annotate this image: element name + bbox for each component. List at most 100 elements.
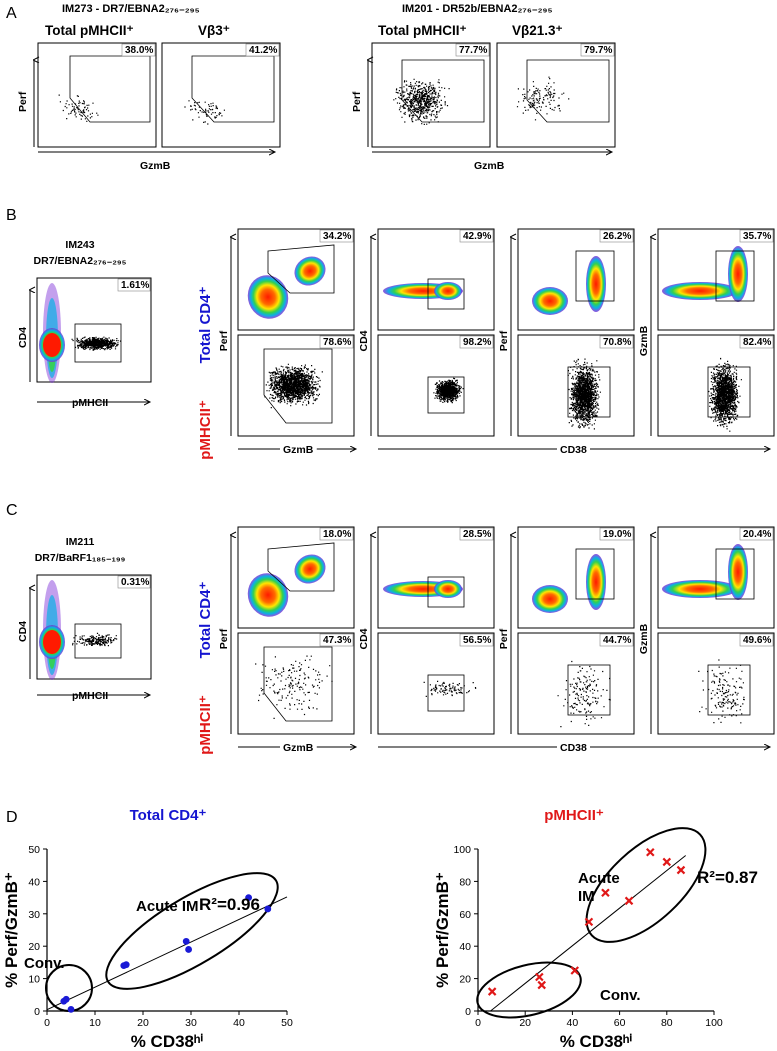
c-ylabel-c3: Perf (498, 628, 510, 649)
b-pct-r1-c4: 35.7% (743, 231, 771, 242)
x-tick-label: 80 (661, 1017, 673, 1029)
b-plot-r2-c2: 98.2% (377, 334, 495, 437)
a-pct-2: 41.2% (249, 45, 277, 56)
c-pct-r1-c2: 28.5% (463, 529, 491, 540)
b-plot-grid: 34.2% Perf 42.9% CD4 26.2% Perf 35.7% GzmB 78.6%… (218, 228, 775, 457)
y-tick-label: 60 (459, 909, 471, 921)
b-xlabel-left: GzmB (283, 444, 314, 456)
b-gate-pct: 1.61% (121, 280, 149, 291)
y-tick-label: 10 (28, 974, 40, 986)
a-im273-p2-title: Vβ3⁺ (198, 23, 230, 38)
c-pct-r2-c3: 44.7% (603, 635, 631, 646)
data-point (245, 894, 253, 901)
chart-pmhcii: 0 20 40 60 80 100 0 20 40 60 80 100 % CD38ʰⁱ % Perf/G… (433, 807, 758, 1051)
c-xlabel-left: GzmB (283, 742, 314, 754)
a-left-ylabel: Perf (17, 91, 29, 112)
c-row2-label: pMHCII⁺ (197, 695, 214, 755)
c-plot-r2-c4: 49.6% (657, 632, 775, 735)
b-xlabel-right: CD38 (560, 444, 587, 456)
b-ylabel-c2: CD4 (358, 330, 370, 351)
data-point (487, 987, 497, 996)
b-plot-r1-c4: 35.7% GzmB (638, 228, 775, 436)
a-pct-3: 77.7% (459, 45, 487, 56)
b-gate-xlabel: pMHCII (72, 397, 108, 409)
panel-label-d: D (6, 809, 18, 826)
x-tick-label: 30 (185, 1017, 197, 1029)
a-plot-4: 79.7% (496, 42, 616, 148)
data-point (264, 905, 272, 913)
group-ellipse (476, 961, 582, 1019)
b-gate-ylabel: CD4 (17, 327, 29, 348)
data-point (646, 847, 655, 857)
y-tick-label: 0 (34, 1006, 40, 1018)
annotation-conv: Conv. (24, 955, 65, 972)
a-im273-p1-title: Total pMHCII⁺ (45, 23, 134, 38)
y-tick-label: 50 (28, 844, 40, 856)
annotation-acute: Acute (578, 870, 620, 887)
c-plot-r1-c4: 20.4% GzmB (638, 526, 775, 734)
b-pct-r2-c3: 70.8% (603, 337, 631, 348)
c-gate-xlabel: pMHCII (72, 690, 108, 702)
y-tick-label: 0 (465, 1006, 471, 1018)
chart-ylabel: % Perf/GzmB⁺ (433, 872, 452, 988)
annotation-acute: Acute IM (136, 898, 199, 915)
b-donor: IM243 (65, 239, 94, 251)
b-pct-r1-c2: 42.9% (463, 231, 491, 242)
data-point (535, 972, 544, 982)
c-donor: IM211 (66, 536, 95, 548)
fit-line (46, 896, 288, 1011)
fit-line (490, 855, 686, 1012)
data-point (122, 961, 130, 969)
data-point (182, 937, 190, 945)
b-pct-r1-c1: 34.2% (323, 231, 351, 242)
c-gate-ylabel: CD4 (17, 621, 29, 642)
data-point (624, 896, 634, 906)
b-pct-r2-c1: 78.6% (323, 337, 351, 348)
a-pct-1: 38.0% (125, 45, 153, 56)
x-tick-label: 40 (233, 1017, 245, 1029)
data-point (185, 946, 193, 953)
b-ylabel-c3: Perf (498, 330, 510, 351)
b-plot-r2-c1: 78.6% (237, 334, 355, 437)
c-plot-r2-c3: 44.7% (517, 632, 635, 735)
a-im201-p2-title: Vβ21.3⁺ (512, 23, 563, 38)
a-left-xlabel: GzmB (140, 160, 171, 172)
c-plot-r2-c1: 47.3% (237, 632, 355, 735)
b-pct-r2-c4: 82.4% (743, 337, 771, 348)
c-plot-r2-c2: 56.5% (377, 632, 495, 735)
b-plot-r1-c1: 34.2% Perf (218, 228, 355, 436)
x-tick-label: 0 (475, 1017, 481, 1029)
c-pct-r2-c1: 47.3% (323, 635, 351, 646)
b-plot-r2-c4: 82.4% (657, 334, 775, 437)
c-plot-r1-c2: 28.5% CD4 (358, 526, 495, 734)
x-tick-label: 50 (281, 1017, 293, 1029)
y-tick-label: 40 (459, 941, 471, 953)
y-tick-label: 100 (453, 844, 471, 856)
y-tick-label: 30 (28, 909, 40, 921)
y-tick-label: 20 (459, 974, 471, 986)
im201-header: IM201 - DR52b/EBNA2₂₇₆₋₂₉₅ (402, 3, 553, 15)
chart-xlabel: % CD38ʰⁱ (560, 1032, 633, 1051)
chart-title: pMHCII⁺ (544, 807, 604, 824)
chart-total-cd4: 0 10 20 30 40 50 0 10 20 30 40 50 % CD38ʰⁱ % Perf/Gzm… (2, 807, 293, 1051)
annotation-conv: Conv. (600, 987, 641, 1004)
x-tick-label: 40 (567, 1017, 579, 1029)
x-tick-label: 10 (89, 1017, 101, 1029)
a-right-xlabel: GzmB (474, 160, 505, 172)
c-pct-r2-c2: 56.5% (463, 635, 491, 646)
c-pct-r1-c1: 18.0% (323, 529, 351, 540)
x-tick-label: 60 (614, 1017, 626, 1029)
a-right-ylabel: Perf (351, 91, 363, 112)
c-gate-plot: 0.31% (36, 574, 152, 680)
c-pct-r2-c4: 49.6% (743, 635, 771, 646)
b-epitope: DR7/EBNA2₂₇₆₋₂₉₅ (34, 255, 127, 267)
b-plot-r1-c2: 42.9% CD4 (358, 228, 495, 436)
b-row1-label: Total CD4⁺ (197, 287, 214, 364)
data-point (662, 857, 672, 867)
a-plot-3: 77.7% (371, 42, 491, 148)
c-ylabel-c1: Perf (218, 628, 230, 649)
panel-label-c: C (6, 502, 18, 519)
data-point (676, 865, 686, 875)
c-plot-grid: 18.0% Perf 28.5% CD4 19.0% Perf 20.4% GzmB 47.3%… (218, 526, 775, 755)
